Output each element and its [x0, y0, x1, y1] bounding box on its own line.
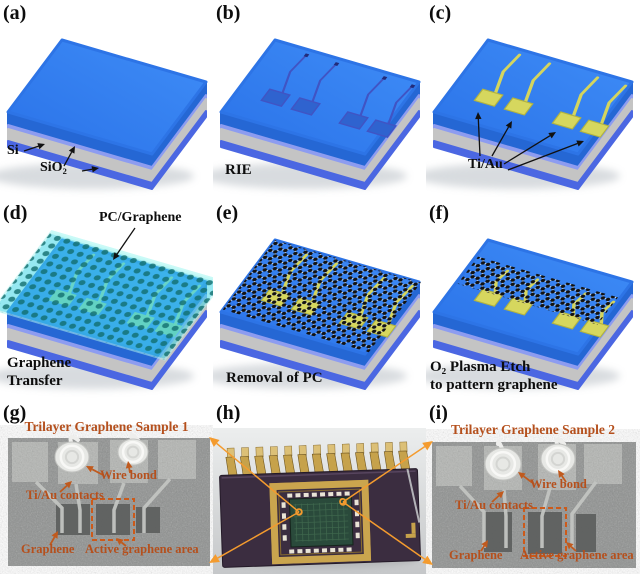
- panel-f-slab-illustration: [426, 238, 634, 390]
- panel-b-slab-illustration: [213, 38, 421, 190]
- panel-i: (i) Trilayer Graphene Sample 2 Wire bond…: [426, 400, 640, 574]
- panel-g-micrograph: [8, 433, 210, 566]
- sample2-title: Trilayer Graphene Sample 2: [450, 422, 616, 437]
- caption-rie: RIE: [225, 162, 252, 178]
- label-active-area-i: Active graphene area: [520, 548, 634, 562]
- panel-d-tag: (d): [3, 202, 28, 224]
- label-pc-graphene: PC/Graphene: [99, 210, 182, 225]
- panel-e: (e) Removal of PC: [213, 200, 426, 400]
- label-wire-bond-g: Wire bond: [100, 468, 157, 482]
- label-graphene-i: Graphene: [449, 548, 503, 562]
- panel-h-tag: (h): [216, 402, 241, 424]
- label-sio2: SiO₂: [40, 160, 67, 175]
- panel-c-tag: (c): [429, 2, 452, 24]
- sample1-title: Trilayer Graphene Sample 1: [24, 419, 189, 434]
- panel-a-slab-illustration: [0, 38, 208, 190]
- caption-removal-of-pc: Removal of PC: [226, 370, 323, 386]
- label-ti-au-contacts-i: Ti/Au contacts: [455, 498, 533, 512]
- caption-o2-plasma-1: O₂ Plasma Etch: [430, 359, 531, 375]
- panel-i-micrograph: [432, 437, 636, 568]
- label-active-area-g: Active graphene area: [85, 542, 199, 556]
- label-si: Si: [7, 143, 19, 158]
- panel-c-slab-illustration: [426, 38, 634, 190]
- label-graphene-g: Graphene: [21, 542, 75, 556]
- panel-i-tag: (i): [429, 402, 448, 424]
- panel-d: (d) PC/Graphene Graphene Transfer: [0, 200, 213, 400]
- label-ti-au: Ti/Au: [468, 157, 503, 172]
- caption-graphene-transfer-2: Transfer: [7, 373, 63, 389]
- panel-g: (g) Trilayer Graphene Sample 1 Wire bond…: [0, 400, 213, 574]
- label-ti-au-contacts-g: Ti/Au contacts: [26, 488, 104, 502]
- caption-graphene-transfer-1: Graphene: [7, 355, 72, 371]
- panel-d-slab-illustration: [0, 227, 213, 390]
- label-wire-bond-i: Wire bond: [530, 477, 587, 491]
- panel-g-tag: (g): [3, 402, 27, 424]
- panel-e-slab-illustration: [213, 238, 422, 390]
- panel-h: (h): [213, 400, 426, 574]
- panel-b-tag: (b): [216, 2, 241, 24]
- panel-a-tag: (a): [3, 2, 27, 24]
- panel-b: (b) RIE: [213, 0, 426, 200]
- panel-e-tag: (e): [216, 202, 239, 224]
- panel-c: (c) Ti/Au: [426, 0, 640, 200]
- panel-f-tag: (f): [429, 202, 449, 224]
- caption-o2-plasma-2: to pattern graphene: [430, 377, 558, 393]
- panel-f: (f) O₂ Plasma Etch to pattern graphene: [426, 200, 640, 400]
- panel-h-chip-photo: [213, 428, 426, 574]
- panel-a: (a) Si SiO₂: [0, 0, 213, 200]
